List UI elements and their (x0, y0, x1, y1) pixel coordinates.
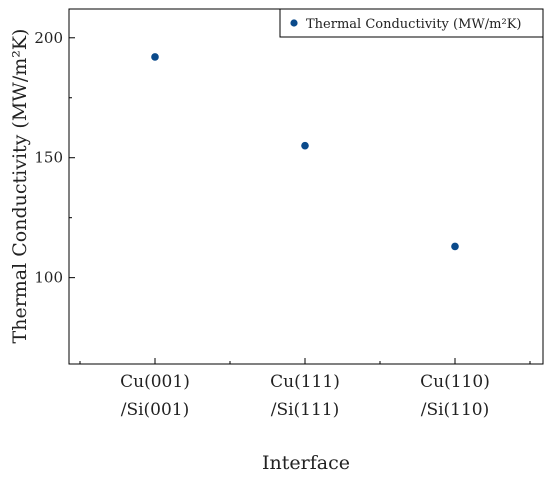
legend: Thermal Conductivity (MW/m²K) (279, 8, 544, 38)
data-point (451, 242, 459, 251)
y-tick-label: 150 (34, 149, 63, 167)
data-point (151, 53, 159, 61)
x-axis-title: Interface (262, 452, 350, 474)
y-tick-label: 100 (34, 269, 63, 287)
y-axis-title: Thermal Conductivity (MW/m²K) (9, 29, 31, 344)
legend-marker (290, 19, 298, 27)
data-points (151, 53, 459, 251)
x-tick-label: Cu(001) (120, 372, 190, 392)
x-tick-label: /Si(110) (421, 400, 490, 420)
x-tick-label: /Si(001) (121, 400, 190, 420)
y-axis-ticks: 100 150 200 (34, 29, 75, 287)
x-tick-label: Cu(110) (420, 372, 490, 392)
plot-frame (68, 8, 544, 365)
legend-box (279, 8, 544, 38)
x-tick-label: /Si(111) (271, 400, 340, 420)
y-tick-label: 200 (34, 29, 63, 47)
data-point (301, 141, 309, 150)
legend-label: Thermal Conductivity (MW/m²K) (306, 17, 521, 32)
x-axis-ticks: Cu(001) /Si(001) Cu(111) /Si(111) Cu(110) /Si… (79, 358, 531, 420)
x-tick-label: Cu(111) (270, 372, 340, 392)
